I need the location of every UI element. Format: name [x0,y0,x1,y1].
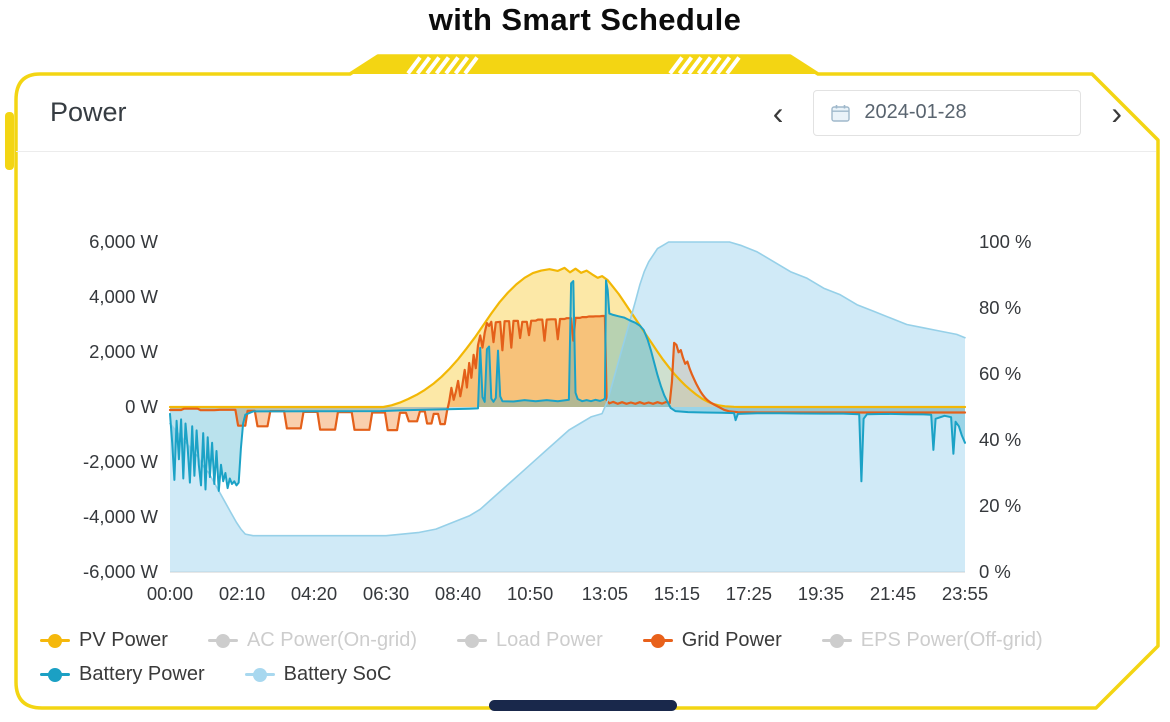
frame-top-banner [350,56,818,74]
legend-row-1: PV Power AC Power(On-grid) Load Power Gr… [40,629,1156,652]
svg-text:21:45: 21:45 [870,583,916,604]
svg-text:00:00: 00:00 [147,583,193,604]
battery-soc-legend-marker-icon [244,667,275,682]
load-power-legend-marker-icon [456,633,487,648]
battery-power-legend-marker-icon [40,667,70,682]
legend-item-grid-power[interactable]: Grid Power [642,629,782,652]
svg-text:02:10: 02:10 [219,583,265,604]
card-title: Power [50,97,127,127]
svg-text:20 %: 20 % [979,495,1021,516]
legend-label-ac-power: AC Power(On-grid) [246,629,417,651]
next-date-button[interactable]: › [1107,97,1126,129]
chart-area: 6,000 W 4,000 W 2,000 W 0 W -2,000 W -4,000 W… [30,210,1156,617]
legend-label-battery-power: Battery Power [79,663,205,685]
svg-text:80 %: 80 % [979,297,1021,318]
svg-text:23:55: 23:55 [942,583,988,604]
legend-label-pv-power: PV Power [79,629,168,651]
legend-label-eps-power: EPS Power(Off-grid) [860,629,1043,651]
banner-hatch-right [668,56,741,75]
page-title: with Smart Schedule [428,2,742,37]
svg-text:100 %: 100 % [979,231,1031,252]
svg-text:06:30: 06:30 [363,583,409,604]
power-chart: 6,000 W 4,000 W 2,000 W 0 W -2,000 W -4,000 W… [83,231,1032,604]
legend-label-battery-soc: Battery SoC [283,663,392,685]
frame-left-tab [5,112,14,170]
card-header: Power ‹ 2024-01-28 › [16,74,1156,152]
legend-item-load-power[interactable]: Load Power [456,629,603,652]
legend-item-battery-power[interactable]: Battery Power [40,663,205,686]
legend-label-load-power: Load Power [495,629,603,651]
prev-date-button[interactable]: ‹ [769,97,788,129]
svg-text:10:50: 10:50 [507,583,553,604]
svg-text:-6,000 W: -6,000 W [83,561,159,582]
svg-text:08:40: 08:40 [435,583,481,604]
svg-text:60 %: 60 % [979,363,1021,384]
banner-hatch-left [406,56,479,75]
svg-text:19:35: 19:35 [798,583,844,604]
svg-text:-4,000 W: -4,000 W [83,506,159,527]
eps-power-legend-marker-icon [821,633,852,648]
svg-text:40 %: 40 % [979,429,1021,450]
date-value: 2024-01-28 [864,101,967,123]
svg-text:6,000 W: 6,000 W [89,231,158,252]
grid-power-legend-marker-icon [642,633,673,648]
ac-power-legend-marker-icon [207,633,238,648]
legend-item-pv-power[interactable]: PV Power [40,629,168,652]
svg-text:04:20: 04:20 [291,583,337,604]
svg-text:13:05: 13:05 [582,583,628,604]
legend-item-eps-power[interactable]: EPS Power(Off-grid) [821,629,1043,652]
svg-text:2,000 W: 2,000 W [89,341,158,362]
date-input[interactable]: 2024-01-28 [813,89,1082,136]
chart-legend: PV Power AC Power(On-grid) Load Power Gr… [40,629,1156,686]
legend-item-battery-soc[interactable]: Battery SoC [244,663,392,686]
svg-text:15:15: 15:15 [654,583,700,604]
calendar-icon [831,104,851,122]
svg-text:0 %: 0 % [979,561,1011,582]
date-navigation: ‹ 2024-01-28 › [769,89,1126,136]
svg-text:-2,000 W: -2,000 W [83,451,159,472]
svg-text:4,000 W: 4,000 W [89,286,158,307]
power-card: Power ‹ 2024-01-28 › 6,000 W 4,000 W 2,000… [16,74,1156,708]
legend-item-ac-power[interactable]: AC Power(On-grid) [207,629,417,652]
legend-row-2: Battery Power Battery SoC [40,663,1156,686]
legend-label-grid-power: Grid Power [681,629,782,651]
pv-power-legend-marker-icon [40,633,70,648]
svg-text:17:25: 17:25 [726,583,772,604]
svg-text:0 W: 0 W [125,396,158,417]
